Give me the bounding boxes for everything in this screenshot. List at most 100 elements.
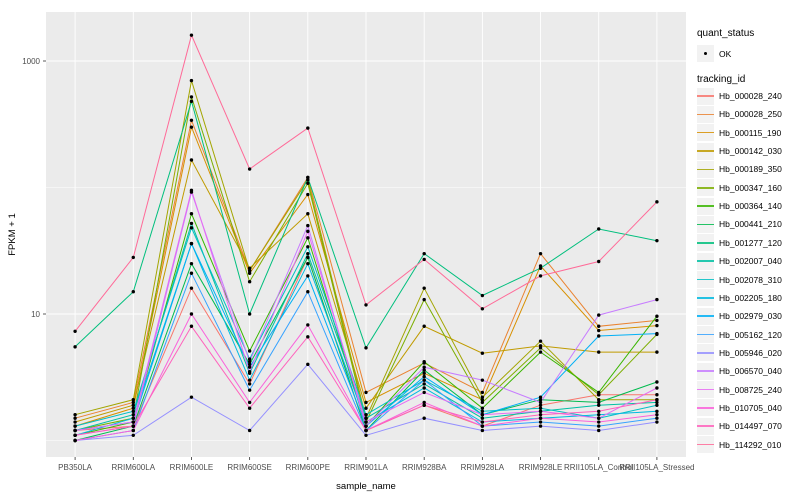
data-point	[247, 357, 252, 361]
data-point	[247, 382, 252, 386]
point-shape-icon	[703, 51, 708, 56]
x-tick-label: RRIM901LA	[344, 463, 388, 472]
data-point	[131, 420, 135, 424]
y-tick-label: 10	[31, 310, 40, 319]
data-point	[247, 428, 252, 433]
data-point	[131, 400, 135, 405]
data-point	[189, 261, 194, 266]
legend-item-label: Hb_014497_070	[719, 421, 782, 432]
data-point	[306, 229, 310, 234]
data-point	[306, 274, 310, 278]
data-point	[189, 286, 194, 290]
data-point	[364, 433, 368, 437]
legend-item-label: Hb_002007_040	[719, 256, 782, 267]
data-point	[364, 400, 368, 405]
legend-item-Hb_001277_120: Hb_001277_120	[697, 234, 782, 252]
data-point	[131, 255, 135, 260]
data-point	[189, 226, 194, 230]
data-point	[306, 362, 310, 367]
legend-key-box	[697, 197, 714, 215]
data-point	[422, 297, 426, 302]
legend-key-box	[697, 344, 714, 362]
legend-key-box	[697, 252, 714, 270]
data-point	[422, 368, 426, 372]
legend-key-box	[697, 215, 714, 233]
legend-panel: quant_status OK tracking_id Hb_000028_24…	[697, 0, 799, 500]
y-tick-label: 1000	[22, 57, 40, 66]
legend-item-label: Hb_010705_040	[719, 402, 782, 413]
legend-item-Hb_006570_040: Hb_006570_040	[697, 362, 782, 380]
y-axis-title: FPKM + 1	[7, 213, 18, 256]
data-point	[655, 323, 659, 328]
data-point	[422, 378, 426, 382]
data-point	[306, 255, 310, 260]
data-point	[480, 307, 485, 311]
data-point	[538, 251, 543, 256]
data-point	[247, 271, 252, 275]
data-point	[538, 406, 543, 410]
data-point	[480, 412, 485, 417]
data-point	[306, 261, 310, 266]
data-point	[480, 409, 485, 414]
data-point	[364, 416, 368, 420]
data-point	[480, 351, 485, 355]
data-point	[189, 125, 194, 129]
data-point	[480, 378, 485, 382]
legend-key-box	[697, 326, 714, 344]
data-point	[131, 398, 135, 402]
data-point	[597, 324, 601, 328]
data-point	[422, 416, 426, 420]
data-point	[306, 223, 310, 228]
data-point	[597, 400, 601, 405]
x-tick-label: RRIM600PE	[286, 463, 330, 472]
data-point	[597, 416, 601, 420]
data-point	[480, 398, 485, 402]
legend-item-Hb_008725_240: Hb_008725_240	[697, 381, 782, 399]
legend-item-Hb_010705_040: Hb_010705_040	[697, 399, 782, 417]
legend-item-label: Hb_006570_040	[719, 366, 782, 377]
data-point	[538, 339, 543, 343]
data-point	[247, 400, 252, 405]
legend-item-Hb_000142_030: Hb_000142_030	[697, 142, 782, 160]
legend-key-line	[697, 297, 714, 299]
data-point	[422, 374, 426, 379]
data-point	[247, 167, 252, 171]
data-point	[480, 406, 485, 410]
data-point	[538, 346, 543, 350]
legend-key-box	[697, 87, 714, 105]
data-point	[655, 200, 659, 204]
data-point	[538, 409, 543, 414]
data-point	[422, 400, 426, 405]
legend-item-label: Hb_000347_160	[719, 182, 782, 193]
data-point	[73, 329, 77, 333]
legend-key-box	[697, 45, 714, 62]
data-point	[247, 359, 252, 364]
data-point	[597, 403, 601, 407]
data-point	[422, 382, 426, 386]
data-point	[655, 412, 659, 417]
legend-key-line	[697, 241, 714, 244]
legend-key-box	[697, 289, 714, 307]
data-point	[247, 378, 252, 382]
legend-key-line	[697, 425, 714, 428]
legend-key-box	[697, 124, 714, 142]
legend-key-box	[697, 179, 714, 197]
legend-key-line	[697, 113, 714, 116]
data-point	[131, 409, 135, 414]
x-tick-label: PB350LA	[58, 463, 92, 472]
legend-title-quant-status: quant_status	[697, 28, 755, 39]
legend-key-line	[697, 278, 714, 281]
data-point	[597, 313, 601, 317]
data-point	[247, 406, 252, 410]
legend-key-box	[697, 105, 714, 123]
legend-item-label: Hb_002078_310	[719, 274, 782, 285]
legend-item-label: Hb_000441_210	[719, 219, 782, 230]
legend-item-Hb_000028_240: Hb_000028_240	[697, 87, 782, 105]
data-point	[480, 420, 485, 424]
legend-item-Hb_000115_190: Hb_000115_190	[697, 124, 781, 142]
legend-item-label: Hb_002979_030	[719, 311, 782, 322]
data-point	[306, 181, 310, 185]
legend-key-box	[697, 399, 714, 417]
legend-key-line	[697, 223, 714, 226]
data-point	[306, 323, 310, 327]
